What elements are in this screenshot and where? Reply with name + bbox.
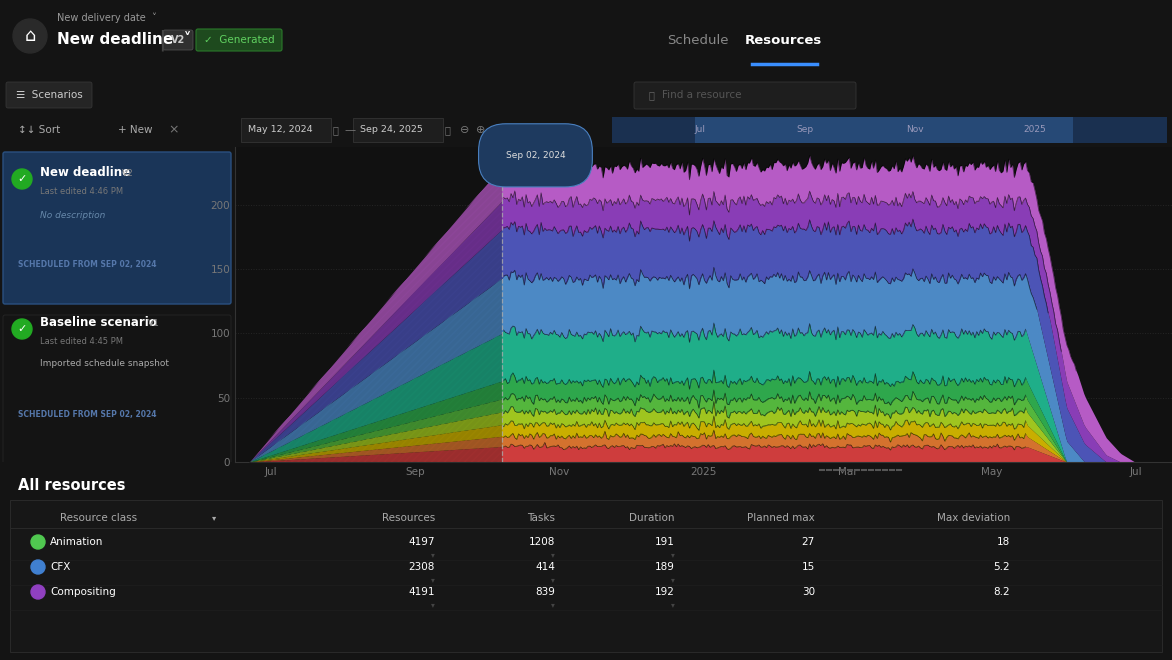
Text: Last edited 4:45 PM: Last edited 4:45 PM — [40, 337, 123, 345]
Text: New deadline: New deadline — [40, 166, 130, 180]
Text: V2: V2 — [122, 168, 134, 178]
Text: 4191: 4191 — [409, 587, 435, 597]
Text: ▾: ▾ — [672, 601, 675, 609]
Text: Resource class: Resource class — [60, 513, 137, 523]
Text: ☰  Scenarios: ☰ Scenarios — [15, 90, 82, 100]
Text: ▾: ▾ — [551, 601, 556, 609]
Circle shape — [13, 19, 47, 53]
Text: Reset: Reset — [510, 125, 539, 135]
Text: Imported schedule snapshot: Imported schedule snapshot — [40, 358, 169, 368]
Text: ⌂: ⌂ — [25, 27, 35, 45]
Text: 4197: 4197 — [409, 537, 435, 547]
Text: CFX: CFX — [50, 562, 70, 572]
Text: 30: 30 — [802, 587, 815, 597]
FancyBboxPatch shape — [163, 30, 193, 50]
Text: Sep 24, 2025: Sep 24, 2025 — [360, 125, 423, 135]
Text: New deadline  ˅: New deadline ˅ — [57, 32, 191, 48]
Text: Last edited 4:46 PM: Last edited 4:46 PM — [40, 187, 123, 195]
Text: ▾: ▾ — [672, 550, 675, 560]
Text: SCHEDULED FROM SEP 02, 2024: SCHEDULED FROM SEP 02, 2024 — [18, 261, 157, 269]
Text: 2025: 2025 — [1023, 125, 1047, 135]
Text: Jul: Jul — [695, 125, 706, 135]
Text: 18: 18 — [996, 537, 1010, 547]
Text: Find a resource: Find a resource — [662, 90, 742, 100]
Circle shape — [12, 319, 32, 339]
Bar — [11, 500, 1161, 652]
Circle shape — [30, 560, 45, 574]
FancyBboxPatch shape — [634, 82, 856, 109]
Circle shape — [30, 585, 45, 599]
Text: 192: 192 — [655, 587, 675, 597]
Text: ×: × — [168, 123, 178, 137]
Text: ▾: ▾ — [672, 576, 675, 585]
Text: 📅: 📅 — [445, 125, 451, 135]
Text: V2: V2 — [171, 35, 185, 45]
Text: 5.2: 5.2 — [994, 562, 1010, 572]
Text: 🔍: 🔍 — [649, 90, 655, 100]
Text: |: | — [158, 29, 165, 51]
Bar — [612, 117, 1167, 143]
Text: 27: 27 — [802, 537, 815, 547]
Text: ⊖: ⊖ — [459, 125, 469, 135]
Text: Duration: Duration — [629, 513, 675, 523]
Text: No description: No description — [40, 211, 105, 220]
Text: Nov: Nov — [906, 125, 924, 135]
Text: 2308: 2308 — [409, 562, 435, 572]
Text: 191: 191 — [655, 537, 675, 547]
Text: ▾: ▾ — [431, 601, 435, 609]
Text: Max deviation: Max deviation — [936, 513, 1010, 523]
Text: 8.2: 8.2 — [994, 587, 1010, 597]
Bar — [695, 117, 1072, 143]
FancyBboxPatch shape — [196, 29, 282, 51]
Text: Resources: Resources — [744, 34, 822, 46]
Text: ✓: ✓ — [18, 174, 27, 184]
Text: 839: 839 — [536, 587, 556, 597]
Text: 414: 414 — [536, 562, 556, 572]
Text: ⊙: ⊙ — [492, 125, 502, 135]
Text: Schedule: Schedule — [667, 34, 729, 46]
FancyBboxPatch shape — [353, 118, 443, 142]
Text: Sep 02, 2024: Sep 02, 2024 — [505, 151, 565, 160]
Text: ⊕: ⊕ — [476, 125, 485, 135]
FancyBboxPatch shape — [4, 152, 231, 304]
Text: May 12, 2024: May 12, 2024 — [248, 125, 313, 135]
Text: ▾: ▾ — [431, 550, 435, 560]
FancyBboxPatch shape — [241, 118, 331, 142]
Text: ↕↓ Sort: ↕↓ Sort — [18, 125, 60, 135]
Text: SCHEDULED FROM SEP 02, 2024: SCHEDULED FROM SEP 02, 2024 — [18, 411, 157, 420]
Text: ▾: ▾ — [551, 576, 556, 585]
Text: + New: + New — [118, 125, 152, 135]
Text: Sep: Sep — [797, 125, 813, 135]
Text: ▾: ▾ — [431, 576, 435, 585]
Text: Tasks: Tasks — [527, 513, 556, 523]
Text: 1208: 1208 — [529, 537, 556, 547]
Text: New delivery date  ˅: New delivery date ˅ — [57, 13, 157, 23]
Text: 15: 15 — [802, 562, 815, 572]
Text: Planned max: Planned max — [748, 513, 815, 523]
Text: 189: 189 — [655, 562, 675, 572]
Text: Resources: Resources — [382, 513, 435, 523]
Text: ▾: ▾ — [551, 550, 556, 560]
FancyBboxPatch shape — [4, 315, 231, 464]
Circle shape — [30, 535, 45, 549]
Text: 📅: 📅 — [333, 125, 339, 135]
Text: Baseline scenario: Baseline scenario — [40, 317, 157, 329]
Text: ✓  Generated: ✓ Generated — [204, 35, 274, 45]
Text: ✓: ✓ — [18, 324, 27, 334]
Text: All resources: All resources — [18, 478, 125, 494]
Text: Animation: Animation — [50, 537, 103, 547]
Text: —: — — [345, 125, 355, 135]
FancyBboxPatch shape — [6, 82, 91, 108]
Circle shape — [12, 169, 32, 189]
Text: Compositing: Compositing — [50, 587, 116, 597]
Text: ▾: ▾ — [212, 513, 217, 523]
Text: V1: V1 — [148, 319, 159, 327]
